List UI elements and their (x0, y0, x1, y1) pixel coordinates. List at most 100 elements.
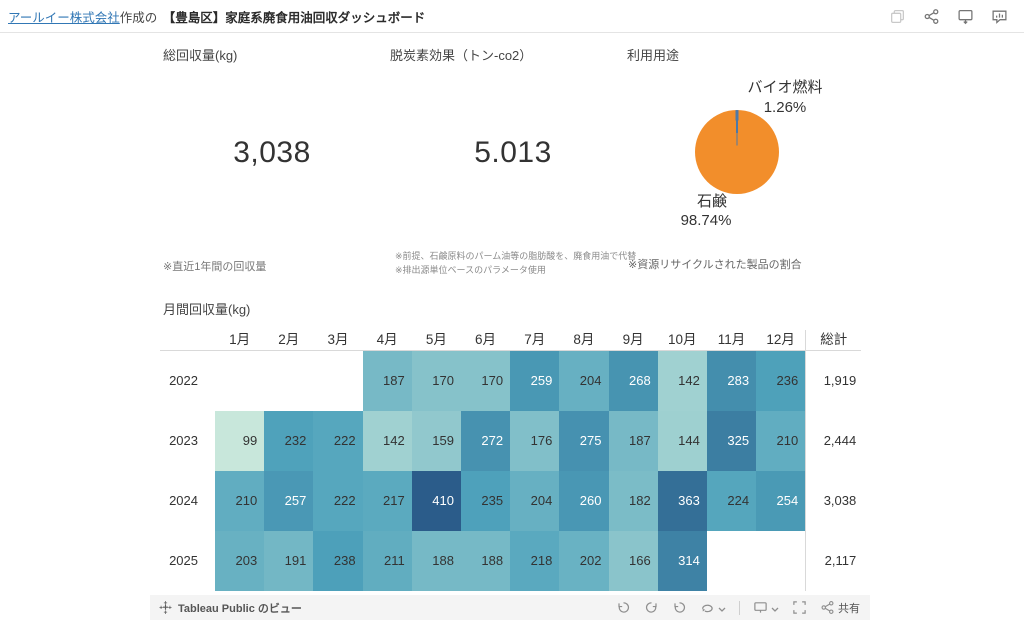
kpi-co2-value: 5.013 (474, 136, 552, 169)
fullscreen-icon[interactable] (792, 600, 807, 615)
heatmap-cell[interactable] (756, 531, 805, 591)
heatmap-cell[interactable]: 222 (313, 471, 363, 531)
heatmap-cell[interactable]: 257 (264, 471, 314, 531)
undo-icon[interactable] (616, 600, 631, 615)
page-title: 【豊島区】家庭系廃食用油回収ダッシュボード (162, 10, 426, 25)
heatmap-cell[interactable]: 224 (706, 471, 757, 531)
heatmap-col-header: 9月 (608, 330, 658, 351)
pie-label-soap: 石鹸 (696, 193, 727, 210)
device-caret-icon (771, 599, 779, 617)
heatmap-cell[interactable]: 236 (756, 351, 806, 411)
heatmap-col-header: 8月 (559, 330, 609, 351)
heatmap-cell[interactable]: 166 (608, 531, 658, 591)
kpi-co2-footnote: ※前提、石鹸原料のパーム油等の脂肪酸を、廃食用油で代替 ※排出源単位ベースのパラ… (395, 249, 636, 277)
heatmap-cell[interactable]: 314 (657, 531, 707, 591)
kpi-co2-footnote-line2: ※排出源単位ベースのパラメータ使用 (395, 265, 546, 275)
heatmap-title: 月間回収量(kg) (163, 302, 251, 317)
heatmap-corner (160, 330, 215, 351)
heatmap-cell[interactable]: 235 (460, 471, 511, 531)
author-link[interactable]: アールイー株式会社 (8, 10, 120, 25)
heatmap-col-header: 10月 (657, 330, 707, 351)
redo-icon[interactable] (644, 600, 659, 615)
heatmap-cell[interactable]: 204 (510, 471, 560, 531)
heatmap-cell[interactable]: 144 (657, 411, 707, 471)
pie-label-biofuel: バイオ燃料 (747, 79, 823, 96)
heatmap-cell[interactable]: 283 (706, 351, 757, 411)
heatmap-cell[interactable]: 187 (608, 411, 658, 471)
heatmap-col-header: 2月 (264, 330, 314, 351)
heatmap-cell[interactable]: 254 (756, 471, 806, 531)
heatmap-cell[interactable]: 268 (608, 351, 658, 411)
heatmap-cell[interactable]: 210 (215, 471, 265, 531)
heatmap-cell[interactable]: 275 (559, 411, 609, 471)
duplicate-icon[interactable] (889, 8, 906, 25)
heatmap-cell[interactable]: 142 (657, 351, 707, 411)
share-footer-icon[interactable]: 共有 (820, 600, 860, 616)
heatmap-cell[interactable]: 188 (460, 531, 511, 591)
heatmap-cell[interactable]: 272 (460, 411, 511, 471)
heatmap-col-header: 12月 (756, 330, 806, 351)
heatmap-total-header: 総計 (805, 330, 862, 351)
heatmap-cell[interactable]: 170 (460, 351, 511, 411)
tableau-brand[interactable]: Tableau Public のビュー (159, 600, 302, 616)
heatmap-col-header: 5月 (411, 330, 461, 351)
heatmap-cell[interactable]: 217 (362, 471, 412, 531)
heatmap-cell[interactable]: 203 (215, 531, 265, 591)
heatmap-col-header: 11月 (706, 330, 757, 351)
heatmap-cell[interactable]: 260 (559, 471, 609, 531)
heatmap-cell[interactable]: 325 (706, 411, 757, 471)
heatmap-cell[interactable]: 232 (264, 411, 314, 471)
heatmap-row-label: 2024 (169, 493, 198, 508)
metrics-bubble-icon[interactable] (991, 8, 1008, 25)
heatmap-row-label: 2023 (169, 433, 198, 448)
refresh-icon[interactable] (700, 599, 726, 617)
heatmap-cell[interactable]: 187 (362, 351, 412, 411)
toolbar-separator (739, 600, 740, 615)
heatmap-cell[interactable]: 363 (657, 471, 707, 531)
heatmap-cell[interactable]: 259 (510, 351, 560, 411)
heatmap-cell[interactable]: 170 (411, 351, 461, 411)
refresh-caret-icon (718, 599, 726, 617)
heatmap-total-cell: 2,117 (805, 531, 862, 591)
heatmap-cell[interactable]: 222 (313, 411, 363, 471)
revert-icon[interactable] (672, 600, 687, 615)
heatmap-cell[interactable]: 410 (411, 471, 461, 531)
heatmap-total-cell: 1,919 (805, 351, 862, 411)
heatmap-cell[interactable]: 99 (215, 411, 265, 471)
heatmap-row-label: 2022 (169, 373, 198, 388)
pie-pct-soap: 98.74% (680, 212, 732, 229)
device-preview-icon[interactable] (753, 599, 779, 617)
heatmap-cell[interactable]: 182 (608, 471, 658, 531)
kpi-total-label: 総回収量(kg) (163, 48, 238, 63)
heatmap-cell[interactable]: 204 (559, 351, 609, 411)
heatmap-cell[interactable] (215, 351, 264, 411)
heatmap-cell[interactable] (707, 531, 756, 591)
heatmap-col-header: 1月 (215, 330, 265, 351)
monthly-heatmap-table: 1月 2月 3月 4月 5月 6月 7月 8月 9月 10月 11月 12月 総計 2022 187 170 1… (160, 330, 862, 591)
toolbar-actions: 共有 (616, 599, 860, 617)
kpi-co2-footnote-line1: ※前提、石鹸原料のパーム油等の脂肪酸を、廃食用油で代替 (395, 251, 637, 261)
heatmap-cell[interactable]: 210 (756, 411, 806, 471)
usage-pie-chart[interactable] (695, 110, 779, 194)
heatmap-cell[interactable]: 202 (559, 531, 609, 591)
heatmap-cell[interactable]: 191 (264, 531, 314, 591)
share-icon[interactable] (923, 8, 940, 25)
heatmap-cell[interactable] (264, 351, 313, 411)
kpi-total-footnote: ※直近1年間の回収量 (163, 261, 267, 273)
kpi-total-value: 3,038 (233, 136, 311, 169)
heatmap-row-label: 2025 (169, 553, 198, 568)
author-suffix: 作成の (119, 10, 158, 25)
heatmap-cell[interactable]: 176 (510, 411, 560, 471)
heatmap-cell[interactable]: 218 (510, 531, 560, 591)
present-download-icon[interactable] (957, 8, 974, 25)
heatmap-cell[interactable]: 238 (313, 531, 363, 591)
tableau-toolbar: Tableau Public のビュー (150, 595, 870, 620)
heatmap-cell[interactable] (313, 351, 362, 411)
heatmap-cell[interactable]: 188 (411, 531, 461, 591)
heatmap-cell[interactable]: 142 (362, 411, 412, 471)
tableau-brand-label: Tableau Public のビュー (178, 602, 302, 615)
heatmap-cell[interactable]: 159 (411, 411, 461, 471)
heatmap-col-header: 6月 (460, 330, 511, 351)
heatmap-cell[interactable]: 211 (362, 531, 412, 591)
